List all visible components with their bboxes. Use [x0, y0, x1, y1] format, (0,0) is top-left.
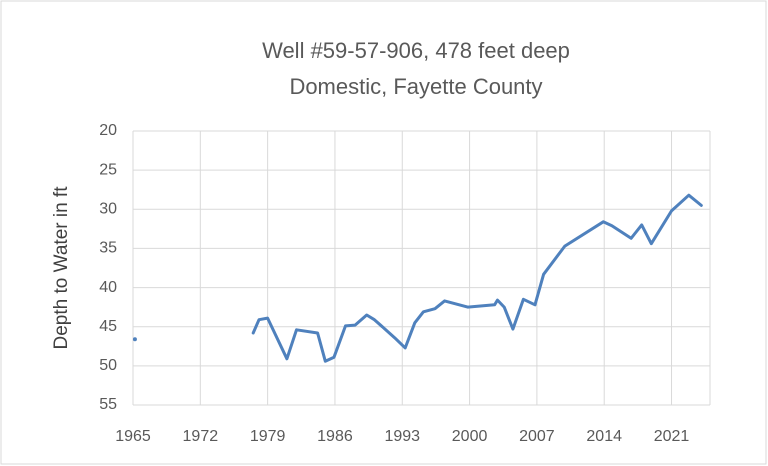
y-tick-label: 50	[99, 357, 117, 374]
x-tick-label: 1993	[384, 428, 420, 445]
y-tick-label: 35	[99, 240, 117, 257]
x-tick-label: 1972	[183, 428, 219, 445]
x-tick-label: 2014	[586, 428, 622, 445]
y-tick-label: 25	[99, 161, 117, 178]
data-line	[251, 193, 703, 363]
chart-title: Well #59-57-906, 478 feet deep	[262, 38, 570, 63]
y-tick-label: 40	[99, 279, 117, 296]
y-axis-title: Depth to Water in ft	[51, 186, 72, 350]
x-tick-label: 2021	[654, 428, 690, 445]
chart-subtitle: Domestic, Fayette County	[289, 74, 542, 99]
y-tick-label: 55	[99, 396, 117, 413]
data-point	[132, 337, 137, 342]
x-tick-label: 1965	[115, 428, 151, 445]
x-tick-label: 2007	[519, 428, 555, 445]
x-tick-label: 1986	[317, 428, 353, 445]
x-tick-label: 2000	[452, 428, 488, 445]
y-tick-label: 20	[99, 122, 117, 139]
x-tick-label: 1979	[250, 428, 286, 445]
y-tick-label: 45	[99, 318, 117, 335]
y-tick-label: 30	[99, 201, 117, 218]
